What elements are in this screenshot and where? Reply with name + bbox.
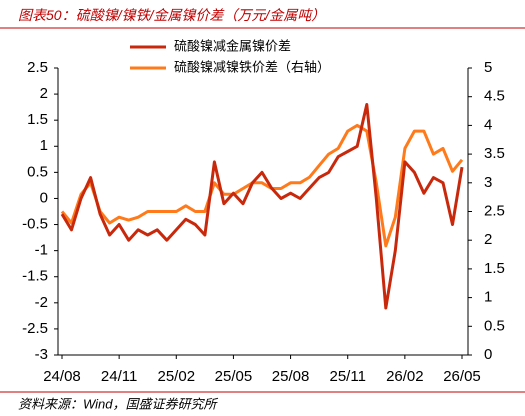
x-tick-label: 26/05 [443,368,481,385]
y2-tick-label: 3 [484,174,492,191]
x-tick-label: 25/11 [329,368,365,385]
y-tick-label: 1 [40,137,48,154]
chart-title: 图表50：硫酸镍/镍铁/金属镍价差（万元/金属吨） [18,7,325,23]
x-tick-label: 25/08 [272,368,310,385]
series-line [60,103,464,310]
y2-tick-label: 1 [484,289,492,306]
legend-label: 硫酸镍减金属镍价差 [174,38,291,53]
y2-tick-label: 0.5 [484,317,505,334]
y-tick-label: 0.5 [27,163,48,180]
y2-tick-label: 5 [484,59,492,76]
y-tick-label: -2.5 [22,320,48,337]
y2-tick-label: 3.5 [484,145,505,162]
y-tick-label: 2.5 [27,59,48,76]
y2-tick-label: 1.5 [484,260,505,277]
y-tick-label: -1 [35,242,48,259]
x-tick-label: 24/08 [43,368,81,385]
y-tick-label: -2 [35,294,48,311]
y2-tick-label: 2.5 [484,202,505,219]
y2-tick-label: 0 [484,346,492,363]
y-tick-label: 2 [40,85,48,102]
series-line [60,123,464,248]
x-tick-label: 25/05 [215,368,253,385]
y-tick-label: -3 [35,346,48,363]
y-tick-label: 0 [40,189,48,206]
y2-tick-label: 4 [484,116,492,133]
legend-label: 硫酸镍减镍铁价差（右轴） [174,59,330,74]
y2-tick-label: 2 [484,231,492,248]
y-tick-label: 1.5 [27,111,48,128]
y-tick-label: -0.5 [22,216,48,233]
x-tick-label: 25/02 [158,368,196,385]
x-tick-label: 26/02 [386,368,424,385]
y-tick-label: -1.5 [22,268,48,285]
source: 资料来源：Wind，国盛证券研究所 [18,396,219,411]
x-tick-label: 24/11 [101,368,137,385]
y2-tick-label: 4.5 [484,88,505,105]
